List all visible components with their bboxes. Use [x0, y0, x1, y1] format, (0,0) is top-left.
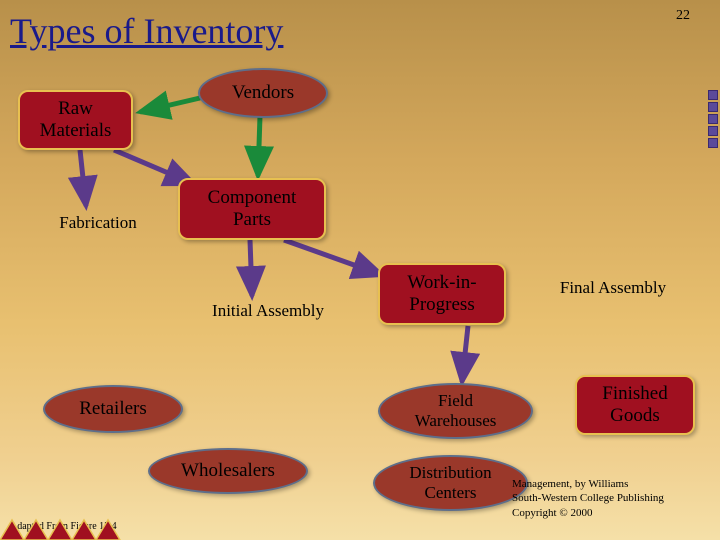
- node-wholesalers: Wholesalers: [148, 448, 308, 494]
- node-component-parts: ComponentParts: [178, 178, 326, 240]
- side-marks: [708, 90, 718, 150]
- node-field-warehouses: FieldWarehouses: [378, 383, 533, 439]
- node-initial-assembly: Initial Assembly: [188, 298, 348, 324]
- node-retailers: Retailers: [43, 385, 183, 433]
- node-label: ComponentParts: [208, 187, 297, 231]
- arrows-layer: [0, 0, 720, 540]
- node-label: Vendors: [232, 82, 294, 104]
- node-label: Initial Assembly: [212, 301, 324, 321]
- attribution-text: Management, by WilliamsSouth-Western Col…: [512, 477, 702, 520]
- node-label: RawMaterials: [40, 98, 112, 142]
- node-label: FinishedGoods: [602, 383, 667, 427]
- node-label: Retailers: [79, 398, 147, 420]
- node-final-assembly: Final Assembly: [533, 275, 693, 301]
- node-label: Wholesalers: [181, 460, 275, 482]
- node-label: DistributionCenters: [409, 463, 491, 503]
- node-label: FieldWarehouses: [415, 391, 497, 431]
- slide-title: Types of Inventory: [10, 10, 283, 52]
- node-label: Fabrication: [59, 213, 136, 233]
- page-number: 22: [676, 8, 690, 24]
- node-vendors: Vendors: [198, 68, 328, 118]
- node-fabrication: Fabrication: [38, 210, 158, 236]
- node-label: Final Assembly: [560, 278, 666, 298]
- node-raw-materials: RawMaterials: [18, 90, 133, 150]
- node-label: Work-in-Progress: [407, 272, 476, 316]
- node-work-in-progress: Work-in-Progress: [378, 263, 506, 325]
- node-finished-goods: FinishedGoods: [575, 375, 695, 435]
- node-distribution-centers: DistributionCenters: [373, 455, 528, 511]
- zigzag-decoration: [0, 510, 150, 540]
